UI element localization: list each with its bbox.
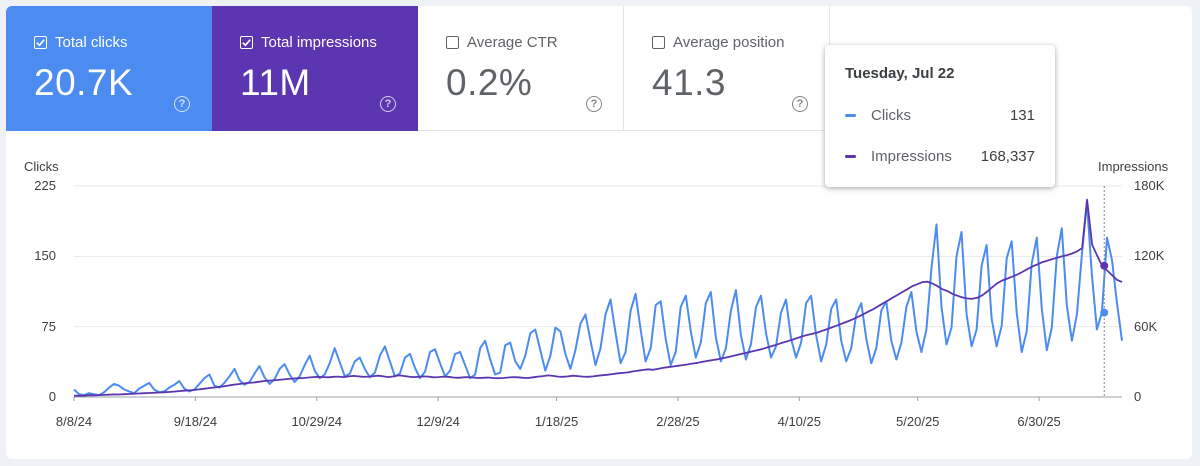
right-tick-label: 60K (1134, 318, 1158, 334)
checkbox-unchecked-icon[interactable] (446, 36, 459, 49)
help-icon[interactable]: ? (174, 96, 190, 112)
metric-card-average-ctr[interactable]: Average CTR 0.2% ? (418, 6, 624, 131)
metric-value: 20.7K (34, 62, 134, 103)
clicks-swatch (845, 114, 856, 117)
chart-tooltip: Tuesday, Jul 22 Clicks 131 Impressions 1… (825, 45, 1055, 187)
metric-header: Average position (652, 34, 784, 51)
metric-cards: Total clicks 20.7K ? Total impressions 1… (6, 6, 832, 131)
impressions-swatch (845, 155, 856, 158)
left-tick-label: 75 (41, 318, 56, 334)
metric-header: Total clicks (34, 34, 128, 51)
tooltip-impressions-label: Impressions (871, 148, 952, 165)
left-axis-title: Clicks (24, 159, 59, 174)
left-tick-label: 150 (34, 248, 56, 264)
x-tick-label: 10/29/24 (291, 414, 343, 429)
performance-chart[interactable] (6, 6, 1192, 459)
metric-card-average-position[interactable]: Average position 41.3 ? (624, 6, 830, 131)
metric-value: 0.2% (446, 62, 533, 103)
metric-label: Average position (673, 34, 785, 51)
checkbox-checked-icon[interactable] (240, 36, 253, 49)
x-tick-label: 5/20/25 (896, 414, 940, 429)
metric-header: Average CTR (446, 34, 558, 51)
x-tick-label: 6/30/25 (1017, 414, 1061, 429)
help-icon[interactable]: ? (792, 96, 808, 112)
x-tick-label: 9/18/24 (173, 414, 218, 429)
right-tick-label: 0 (1134, 389, 1142, 404)
tooltip-clicks-value: 131 (1009, 107, 1035, 124)
tooltip-row-clicks: Clicks 131 (845, 107, 1035, 124)
hover-point-impressions (1100, 261, 1109, 270)
tooltip-row-impressions: Impressions 168,337 (845, 148, 1035, 165)
help-icon[interactable]: ? (380, 96, 396, 112)
x-tick-label: 12/9/24 (416, 414, 460, 429)
x-tick-label: 1/18/25 (534, 414, 579, 429)
metric-value: 11M (240, 62, 311, 103)
x-tick-label: 8/8/24 (55, 414, 93, 429)
hover-point-clicks (1100, 308, 1109, 317)
checkbox-checked-icon[interactable] (34, 36, 47, 49)
tooltip-clicks-label: Clicks (871, 107, 911, 124)
help-icon[interactable]: ? (586, 96, 602, 112)
tooltip-impressions-value: 168,337 (980, 148, 1035, 165)
right-tick-label: 120K (1134, 248, 1165, 264)
metric-value: 41.3 (652, 62, 727, 103)
left-tick-label: 0 (48, 389, 56, 404)
right-axis-title: Impressions (1098, 159, 1169, 174)
series-line-impressions (73, 198, 1123, 397)
x-tick-label: 4/10/25 (777, 414, 821, 429)
metric-card-total-clicks[interactable]: Total clicks 20.7K ? (6, 6, 212, 131)
metric-card-total-impressions[interactable]: Total impressions 11M ? (212, 6, 418, 131)
x-tick-label: 2/28/25 (656, 414, 700, 429)
metric-label: Total impressions (261, 34, 377, 51)
left-tick-label: 225 (34, 178, 56, 193)
metric-label: Total clicks (55, 34, 128, 51)
metric-header: Total impressions (240, 34, 377, 51)
metric-label: Average CTR (467, 34, 558, 51)
tooltip-date: Tuesday, Jul 22 (845, 65, 955, 82)
checkbox-unchecked-icon[interactable] (652, 36, 665, 49)
right-tick-label: 180K (1134, 178, 1165, 193)
